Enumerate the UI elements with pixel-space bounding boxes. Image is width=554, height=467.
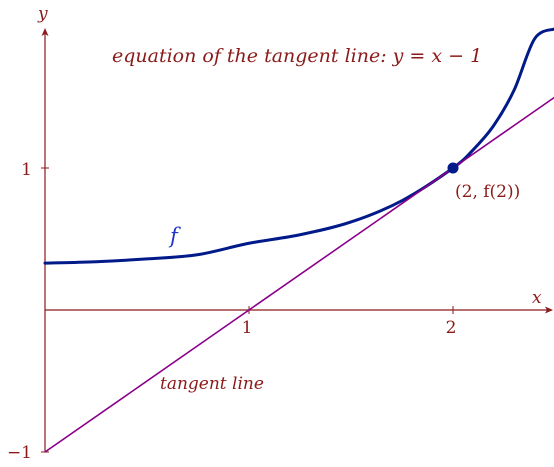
x-axis-arrow-icon — [545, 306, 553, 314]
y-tick-label: −1 — [7, 443, 32, 463]
tangent-line — [44, 96, 554, 453]
x-tick-label: 1 — [242, 318, 253, 338]
tangent-equation-annotation: equation of the tangent line: y = x − 1 — [112, 45, 482, 67]
point-label: (2, f(2)) — [455, 182, 520, 202]
x-axis-label: x — [532, 288, 542, 308]
y-axis-arrow-icon — [41, 28, 49, 36]
tangency-point — [447, 162, 459, 174]
y-tick-label: 1 — [21, 160, 32, 180]
x-tick-label: 2 — [446, 318, 457, 338]
tangent-line-label: tangent line — [160, 374, 264, 394]
axes — [41, 28, 553, 453]
y-axis-label: y — [37, 4, 48, 24]
marks — [447, 162, 459, 174]
series-group — [43, 27, 554, 453]
curve-f-label: f — [168, 224, 181, 248]
curve-f — [43, 27, 554, 265]
